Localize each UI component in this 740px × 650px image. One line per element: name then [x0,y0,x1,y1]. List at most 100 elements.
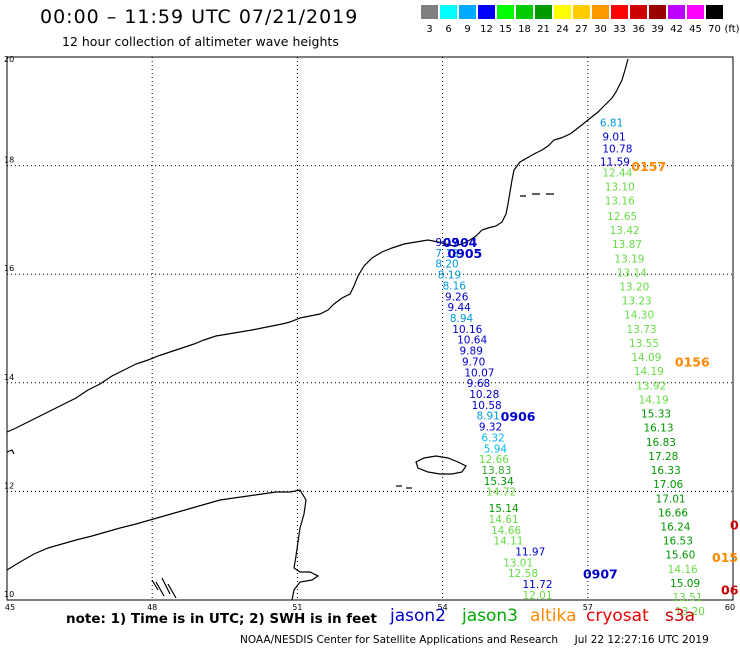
wave-height-value: 9.01 [602,132,625,144]
wave-height-value: 14.61 [489,514,519,526]
satellite-name: cryosat [586,606,649,626]
wave-height-value: 6.81 [600,118,623,130]
legend-swatch [497,5,514,19]
satellite-name: altika [530,606,577,626]
wave-height-value: 15.60 [665,550,695,562]
lon-tick-label: 51 [292,603,302,612]
pass-label: 0905 [447,246,482,261]
wave-height-value: 11.59 [600,157,630,169]
lat-tick-label: 14 [4,373,14,382]
wave-height-value: 5.94 [484,443,508,455]
wave-height-value: 13.20 [619,281,649,293]
wave-height-value: 9.32 [479,422,502,434]
wave-height-value: 8.94 [450,313,474,325]
wave-height-value: 14.11 [493,536,523,548]
legend-label: 70 [708,24,721,35]
units-note: note: 1) Time is in UTC; 2) SWH is in fe… [66,611,377,627]
satellite-name: jason3 [462,606,518,626]
wave-height-value: 13.73 [627,324,657,336]
wave-height-value: 12.65 [607,211,637,223]
legend-label: 33 [613,24,626,35]
axis-tick-labels: 45 48 51 54 57 60 10 12 14 16 18 20 [4,55,735,612]
wave-height-value: 12.66 [479,454,509,466]
legend-swatch [592,5,609,19]
legend-label: 36 [632,24,645,35]
wave-height-value: 10.58 [472,400,502,412]
legend-swatch [421,5,438,19]
legend-label: 6 [445,24,452,35]
wave-height-value: 8.91 [476,411,499,423]
somalia-river-marks [151,577,177,599]
wave-height-value: 14.09 [631,352,661,364]
legend-label: 39 [651,24,664,35]
wave-height-value: 16.53 [663,536,693,548]
wave-height-value: 7.18 [435,248,458,260]
wave-height-value: 13.16 [605,196,635,208]
legend-swatch [440,5,457,19]
somalia-horn-coastline [6,489,320,601]
lat-tick-label: 18 [4,156,14,165]
lon-tick-label: 57 [583,603,593,612]
wave-height-value: 15.09 [670,578,700,590]
legend-swatch [554,5,571,19]
lat-tick-label: 20 [4,55,14,64]
wave-height-value: 17.28 [648,451,678,463]
wave-height-value: 13.92 [636,380,666,392]
pass-label: 015 [712,550,738,565]
legend-swatch [706,5,723,19]
legend-swatch [573,5,590,19]
pass-label: 0904 [443,235,478,250]
wave-height-value: 14.72 [486,487,516,499]
pass-label: 06 [721,583,739,598]
wave-height-value: 13.42 [610,225,640,237]
wave-height-value: 12.44 [602,167,632,179]
wave-height-value: 9.26 [445,291,469,303]
wave-height-value: 8.20 [435,259,458,271]
wave-height-value: 15.33 [641,409,671,421]
legend-label: 12 [480,24,493,35]
legend-label: 9 [464,24,471,35]
wave-height-value: 12.58 [508,568,538,580]
wave-height-value: 9.89 [460,346,483,358]
yemen-tip-coast [6,449,15,455]
legend-swatch [668,5,685,19]
map-frame [6,56,734,601]
lon-tick-label: 45 [5,603,15,612]
legend-label: 15 [499,24,512,35]
lon-tick-label: 54 [438,603,448,612]
wave-height-value: 9.68 [467,378,490,390]
wave-height-value: 13.19 [614,253,644,265]
pass-label: 0157 [631,159,666,174]
wave-height-values: 9.177.188.208.198.169.269.448.9410.1610.… [435,118,705,619]
map-subtitle: 12 hour collection of altimeter wave hei… [62,34,339,49]
credit-line: NOAA/NESDIS Center for Satellite Applica… [240,634,709,646]
pass-label: 0906 [501,409,536,424]
wave-height-value: 13.23 [622,296,652,308]
legend-label: 18 [518,24,531,35]
wave-height-value: 13.55 [629,338,659,350]
wave-height-value: 16.66 [658,507,688,519]
lat-lon-grid [7,57,733,600]
legend-swatch [516,5,533,19]
legend-label: 3 [426,24,433,35]
legend-label: 27 [575,24,588,35]
lon-tick-label: 48 [147,603,157,612]
socotra-island [415,455,467,475]
wave-height-value: 13.83 [481,465,511,477]
wave-height-value: 8.19 [438,270,461,282]
wave-height-value: 16.33 [651,465,681,477]
wave-height-value: 15.34 [484,476,514,488]
wave-height-value: 10.78 [602,144,632,156]
wave-height-value: 13.10 [605,182,635,194]
wave-height-value: 13.14 [617,267,647,279]
wave-height-value: 10.28 [469,389,499,401]
legend-swatch [535,5,552,19]
lat-tick-label: 10 [4,590,14,599]
wave-height-value: 11.72 [522,579,552,591]
wave-height-value: 14.19 [639,394,669,406]
wave-height-value: 12.01 [522,590,552,602]
legend-label: 21 [537,24,550,35]
wave-height-value: 8.16 [443,280,467,292]
